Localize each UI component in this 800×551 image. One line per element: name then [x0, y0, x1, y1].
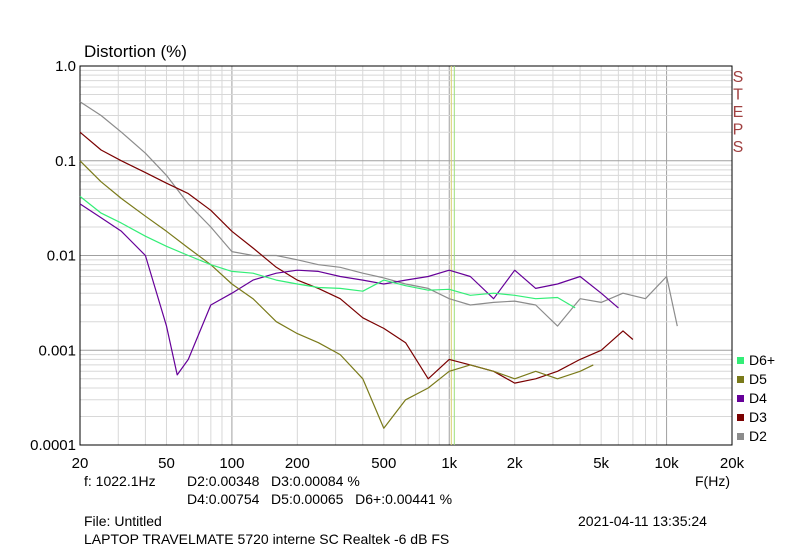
cursor-line: [450, 66, 455, 445]
series-line-d4: [79, 203, 619, 376]
x-tick-labels: 20 50 100 200 500 1k 2k 5k 10k 20k: [72, 455, 745, 472]
watermark-letter: T: [733, 87, 743, 104]
legend-label: D3: [749, 409, 767, 425]
y-tick-label: 0.01: [47, 248, 76, 265]
legend: D6+ D5 D4 D3 D2: [737, 352, 775, 444]
series-group: [79, 101, 678, 429]
legend-swatch: [737, 395, 744, 402]
legend-label: D5: [749, 371, 767, 387]
device-description: LAPTOP TRAVELMATE 5720 interne SC Realte…: [84, 531, 450, 547]
y-tick-label: 0.001: [38, 342, 76, 359]
x-tick-label: 10k: [654, 455, 679, 472]
grid: [80, 66, 732, 445]
x-tick-label: 20k: [720, 455, 745, 472]
watermark-letter: E: [733, 104, 744, 121]
cursor-frequency: f: 1022.1Hz: [84, 473, 156, 489]
x-tick-label: 20: [72, 455, 89, 472]
series-line-d2: [79, 101, 678, 327]
legend-swatch: [737, 414, 744, 421]
chart-title: Distortion (%): [84, 42, 187, 61]
series-line-d6-plus: [79, 195, 576, 309]
y-tick-label: 0.0001: [30, 437, 76, 454]
legend-label: D2: [749, 428, 767, 444]
x-tick-label: 5k: [593, 455, 609, 472]
legend-swatch: [737, 433, 744, 440]
x-tick-label: 500: [371, 455, 396, 472]
legend-swatch: [737, 376, 744, 383]
x-axis-label: F(Hz): [695, 473, 730, 489]
x-tick-label: 1k: [441, 455, 457, 472]
legend-swatch: [737, 357, 744, 364]
readout-line-2: D4:0.00754 D5:0.00065 D6+:0.00441 %: [187, 491, 453, 507]
x-tick-label: 50: [158, 455, 175, 472]
timestamp: 2021-04-11 13:35:24: [578, 513, 707, 529]
watermark-letter: S: [733, 139, 744, 156]
y-tick-labels: 1.0 0.1 0.01 0.001 0.0001: [30, 58, 76, 454]
file-name: File: Untitled: [84, 513, 162, 529]
x-tick-label: 2k: [507, 455, 523, 472]
readout-line-1: D2:0.00348 D3:0.00084 %: [187, 473, 360, 489]
plot-frame: [79, 65, 733, 446]
series-line-d5: [79, 160, 594, 429]
y-tick-label: 0.1: [55, 153, 76, 170]
watermark-letter: P: [733, 122, 744, 139]
y-tick-label: 1.0: [55, 58, 76, 75]
x-tick-label: 100: [219, 455, 244, 472]
legend-label: D4: [749, 390, 767, 406]
watermark-letter: S: [733, 69, 744, 86]
legend-label: D6+: [749, 352, 775, 368]
series-line-d3: [79, 131, 634, 384]
x-tick-label: 200: [285, 455, 310, 472]
